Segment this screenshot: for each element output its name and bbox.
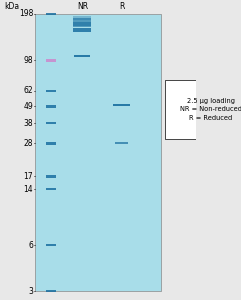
FancyBboxPatch shape	[46, 175, 56, 178]
Text: R: R	[119, 2, 124, 11]
Text: 38: 38	[24, 119, 33, 128]
FancyBboxPatch shape	[46, 90, 56, 92]
Text: 17: 17	[24, 172, 33, 181]
FancyBboxPatch shape	[74, 28, 91, 32]
FancyBboxPatch shape	[115, 142, 128, 144]
Text: kDa: kDa	[4, 2, 19, 11]
Text: 98: 98	[24, 56, 33, 65]
FancyBboxPatch shape	[165, 80, 241, 139]
Text: 14: 14	[24, 185, 33, 194]
Text: NR: NR	[77, 2, 88, 11]
FancyBboxPatch shape	[74, 55, 90, 57]
FancyBboxPatch shape	[46, 13, 56, 15]
FancyBboxPatch shape	[46, 122, 56, 124]
FancyBboxPatch shape	[113, 104, 130, 106]
Text: 3: 3	[28, 286, 33, 296]
FancyBboxPatch shape	[35, 14, 161, 291]
FancyBboxPatch shape	[74, 16, 91, 20]
Text: 49: 49	[24, 102, 33, 111]
Text: 198: 198	[19, 10, 33, 19]
FancyBboxPatch shape	[46, 59, 56, 62]
FancyBboxPatch shape	[74, 18, 91, 27]
FancyBboxPatch shape	[74, 22, 91, 26]
FancyBboxPatch shape	[46, 188, 56, 190]
FancyBboxPatch shape	[46, 105, 56, 107]
Text: 62: 62	[24, 86, 33, 95]
FancyBboxPatch shape	[46, 244, 56, 246]
FancyBboxPatch shape	[46, 142, 56, 145]
Text: 6: 6	[28, 241, 33, 250]
Text: 28: 28	[24, 139, 33, 148]
Text: 2.5 μg loading
NR = Non-reduced
R = Reduced: 2.5 μg loading NR = Non-reduced R = Redu…	[180, 98, 241, 121]
FancyBboxPatch shape	[46, 290, 56, 292]
